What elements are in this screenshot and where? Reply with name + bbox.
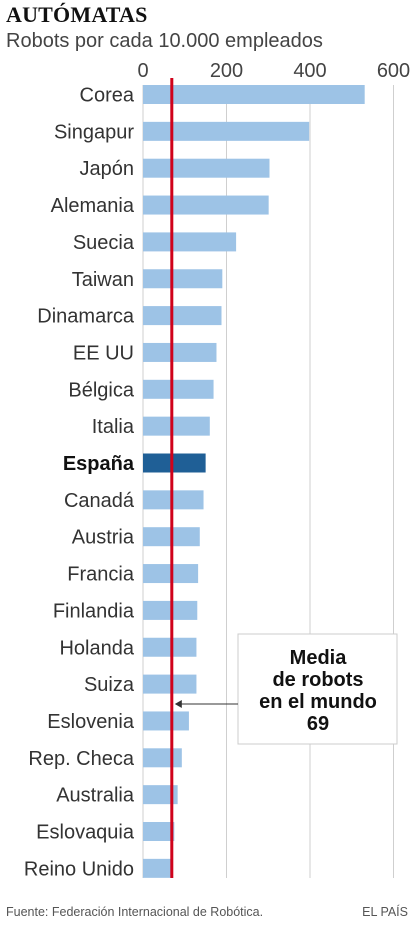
category-label: Corea xyxy=(80,85,135,107)
category-label: Suecia xyxy=(73,232,135,254)
category-label: Eslovaquia xyxy=(36,822,135,844)
bar xyxy=(143,453,206,473)
source-note: Fuente: Federación Internacional de Robó… xyxy=(6,905,264,919)
grid-layer xyxy=(142,85,394,878)
category-label: España xyxy=(63,453,135,475)
category-label: Austria xyxy=(72,527,135,549)
bar xyxy=(143,158,270,178)
category-label: Rep. Checa xyxy=(28,748,134,770)
chart-subtitle: Robots por cada 10.000 empleados xyxy=(6,30,323,52)
category-label: Canadá xyxy=(64,490,135,512)
bar xyxy=(143,748,182,768)
annotation-text: 69 xyxy=(307,713,329,735)
bar xyxy=(143,121,310,141)
bar xyxy=(143,858,173,878)
category-label: Australia xyxy=(56,785,135,807)
bar xyxy=(143,637,197,657)
category-label: Japón xyxy=(80,158,135,180)
x-tick-label: 400 xyxy=(293,60,326,82)
bar xyxy=(143,342,217,362)
bar xyxy=(143,306,222,326)
bar xyxy=(143,711,189,731)
x-tick-label: 0 xyxy=(137,60,148,82)
bar xyxy=(143,379,214,399)
category-label: Francia xyxy=(67,564,135,586)
x-tick-label: 600 xyxy=(377,60,410,82)
category-label: Suiza xyxy=(84,674,135,696)
bar xyxy=(143,232,237,252)
annotation-text: en el mundo xyxy=(259,691,377,713)
category-label: Holanda xyxy=(59,637,134,659)
annotation-arrowhead xyxy=(174,700,182,708)
category-label: Taiwan xyxy=(72,269,134,291)
bar xyxy=(143,85,365,104)
bar xyxy=(143,416,210,436)
bar xyxy=(143,195,269,215)
category-label: Italia xyxy=(92,416,135,438)
category-label: Bélgica xyxy=(68,379,134,401)
bar xyxy=(143,785,178,805)
category-label: Alemania xyxy=(51,195,135,217)
chart-title: AUTÓMATAS xyxy=(6,2,148,27)
x-tick-labels: 0 200 400 600 xyxy=(137,60,410,82)
category-label: Eslovenia xyxy=(47,711,135,733)
brand-label: EL PAÍS xyxy=(362,905,408,919)
bar xyxy=(143,822,175,841)
annotation-text: Media xyxy=(290,647,348,669)
category-labels: Corea Singapur Japón Alemania Suecia Taiwan Di… xyxy=(24,85,135,881)
category-label: Reino Unido xyxy=(24,858,134,880)
bars xyxy=(143,85,365,878)
x-tick-label: 200 xyxy=(210,60,243,82)
category-label: Dinamarca xyxy=(37,306,135,328)
bar xyxy=(143,674,197,694)
category-label: Finlandia xyxy=(53,600,135,622)
bar-chart: 0 200 400 600 Corea Singapur Japón Alemania Sue… xyxy=(24,60,410,881)
category-label: EE UU xyxy=(73,342,134,364)
annotation-box xyxy=(237,633,398,745)
bar xyxy=(143,600,198,620)
category-label: Singapur xyxy=(54,121,134,143)
annotation-text: de robots xyxy=(272,669,363,691)
bar xyxy=(143,269,223,289)
